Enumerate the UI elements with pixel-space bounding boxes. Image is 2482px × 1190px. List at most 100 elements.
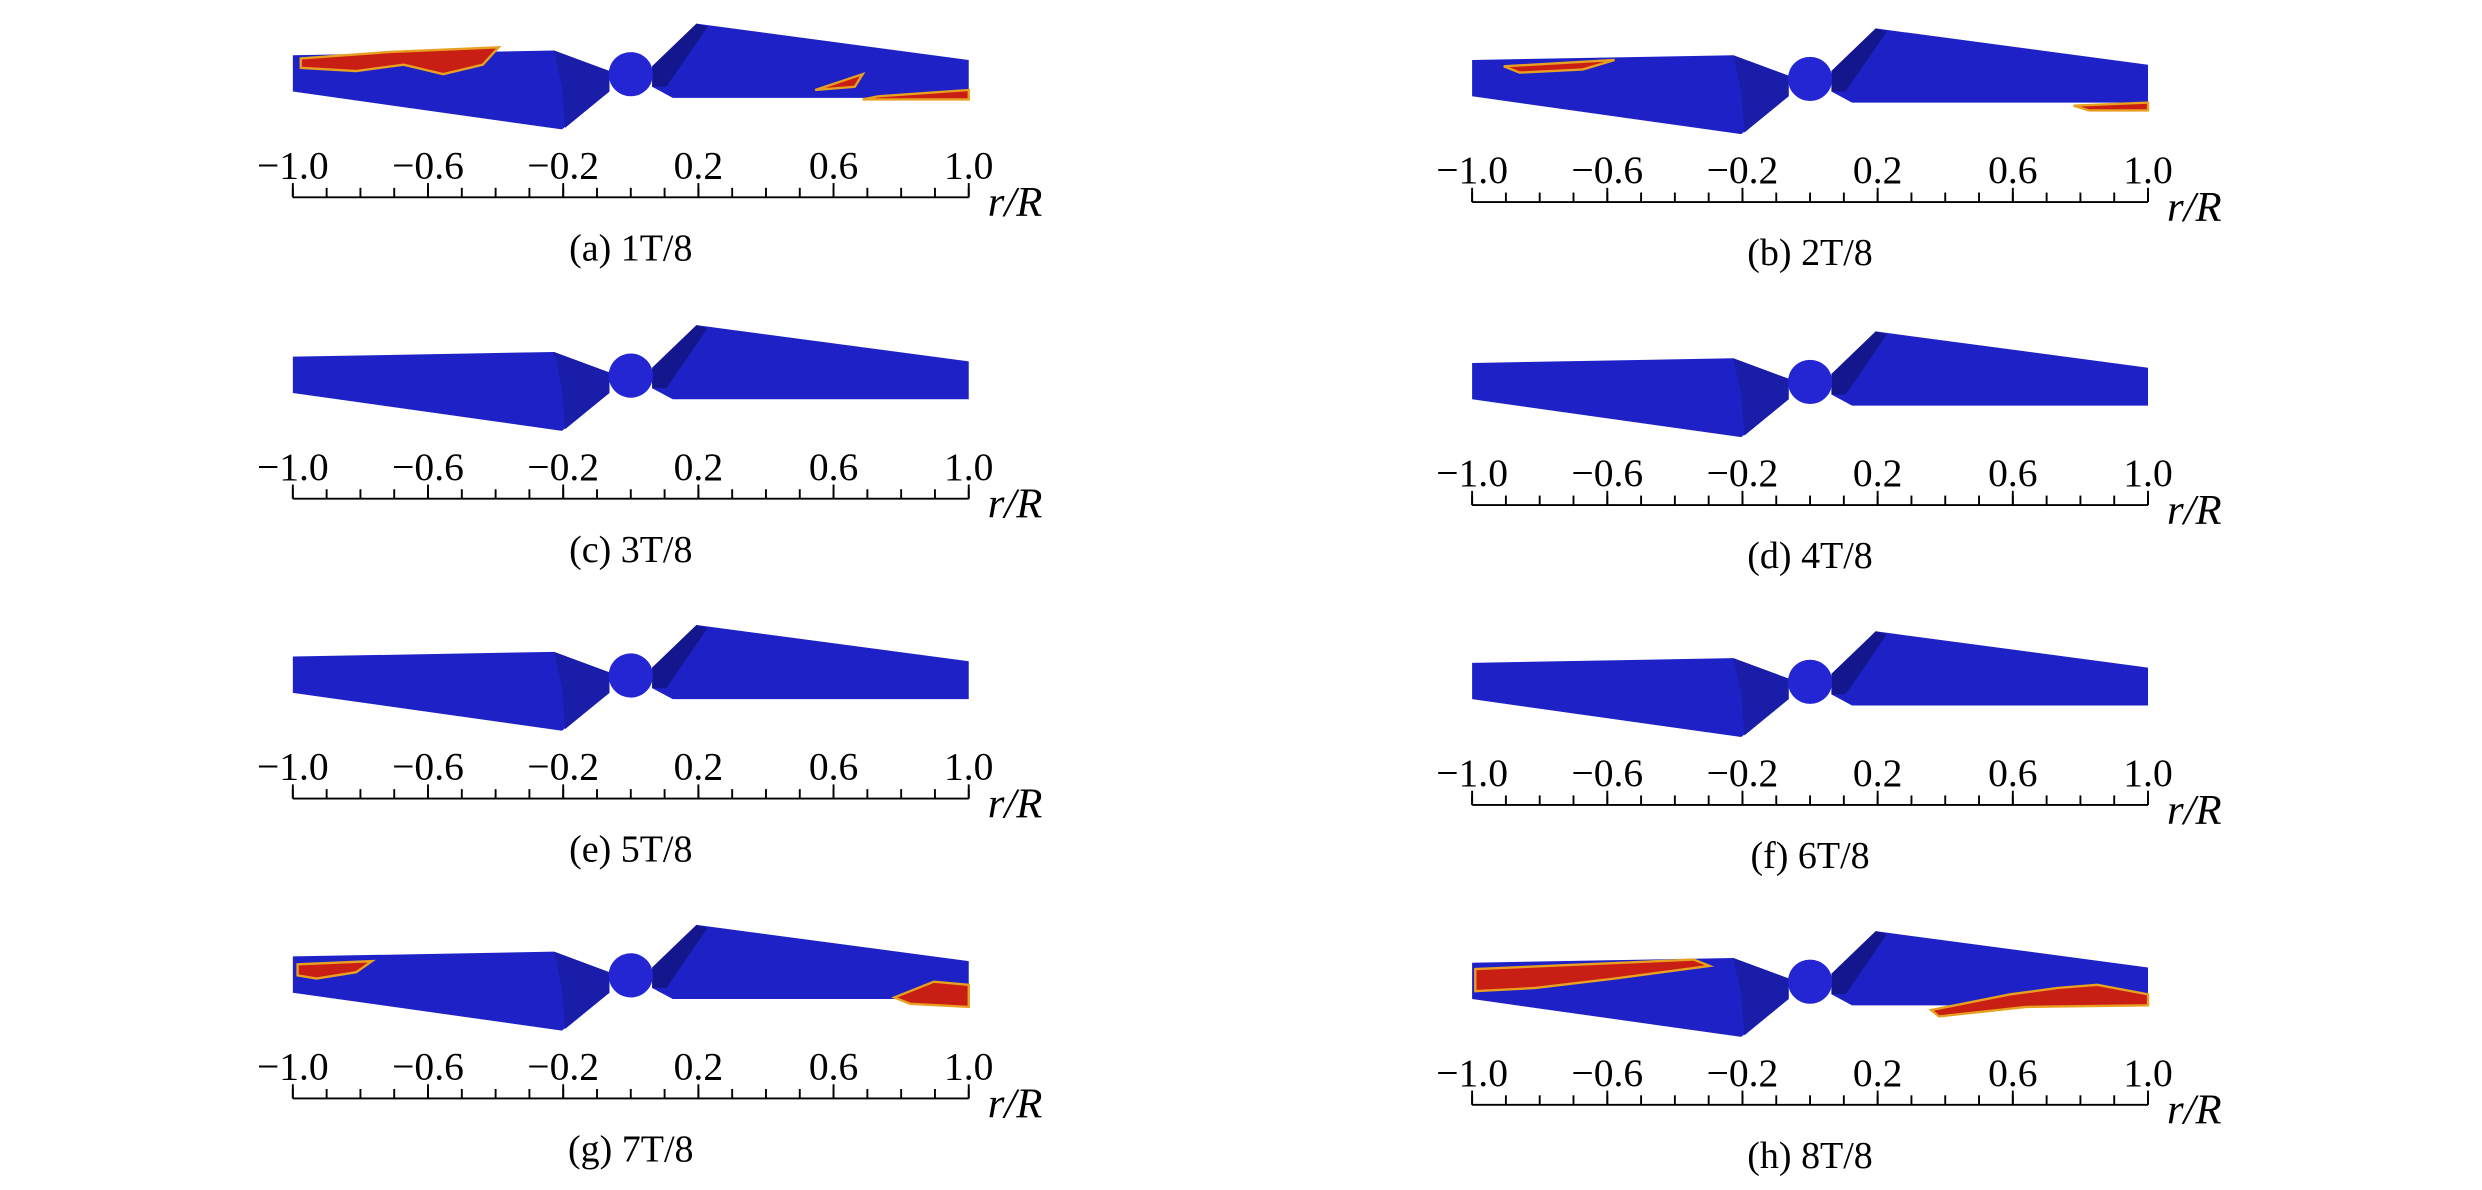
blade-right <box>652 325 969 400</box>
caption: (f) 6T/8 <box>1750 835 1869 877</box>
tick-label: −1.0 <box>1436 148 1508 192</box>
panel: −1.0 −0.6 −0.2 0.2 0.6 1.0r/R (f) 6T/8 <box>1436 631 2222 877</box>
tick-label: −1.0 <box>257 1045 329 1089</box>
blade-left <box>292 951 610 1031</box>
blade-shadow <box>1733 658 1789 736</box>
blade-left <box>292 50 610 130</box>
blade-right <box>652 924 969 1000</box>
axis-label: r/R <box>988 781 1043 828</box>
caption: (c) 3T/8 <box>569 529 692 571</box>
tick-label: 0.6 <box>1988 451 2037 495</box>
tick-label: −1.0 <box>257 445 329 489</box>
cavitation <box>296 959 376 980</box>
blade-shadow <box>1831 931 1887 995</box>
axis-label: r/R <box>2167 184 2222 231</box>
tick-label: 0.2 <box>674 445 723 489</box>
tick-label: −0.2 <box>1707 751 1779 795</box>
tick-label: 1.0 <box>944 445 993 489</box>
tick-label: 1.0 <box>2123 751 2172 795</box>
panel: −1.0 −0.6 −0.2 0.2 0.6 1.0r/R (a) 1T/8 <box>257 23 1043 269</box>
blade-shadow <box>554 50 610 128</box>
panel: −1.0 −0.6 −0.2 0.2 0.6 1.0r/R (e) 5T/8 <box>257 624 1043 871</box>
cavitation <box>891 980 970 1009</box>
panel: −1.0 −0.6 −0.2 0.2 0.6 1.0r/R (c) 3T/8 <box>257 325 1042 571</box>
tick-label: −0.2 <box>527 745 599 789</box>
blade-shadow <box>1831 28 1887 92</box>
blade-shadow <box>554 351 610 430</box>
tick-label: −1.0 <box>257 745 329 789</box>
tick-label: 0.6 <box>809 143 858 187</box>
tick-label: 1.0 <box>2123 451 2172 495</box>
cavitation <box>1474 958 1715 993</box>
blade-shadow <box>652 924 708 988</box>
tick-label: 1.0 <box>2123 148 2172 192</box>
blade-right <box>652 23 969 98</box>
blade-shadow <box>554 951 610 1030</box>
blade-right <box>1831 631 2149 706</box>
blade-right <box>1831 28 2149 103</box>
tick-label: 0.6 <box>809 745 858 789</box>
caption: (d) 4T/8 <box>1747 535 1873 577</box>
caption: (e) 5T/8 <box>569 829 692 871</box>
blade-shadow <box>1733 957 1789 1036</box>
tick-label: 1.0 <box>2123 1051 2172 1095</box>
blade-left <box>1472 658 1789 738</box>
caption: (a) 1T/8 <box>569 227 692 269</box>
hub <box>1787 56 1833 102</box>
tick-label: −1.0 <box>1436 451 1508 495</box>
tick-label: −0.6 <box>392 745 464 789</box>
panel: −1.0 −0.6 −0.2 0.2 0.6 1.0r/R (d) 4T/8 <box>1436 331 2222 577</box>
cavitation <box>1503 58 1615 74</box>
tick-label: −1.0 <box>1436 751 1508 795</box>
cavitation <box>1928 983 2150 1018</box>
tick-label: 0.2 <box>674 143 723 187</box>
tick-label: 0.2 <box>674 1045 723 1089</box>
tick-label: −0.6 <box>392 1045 464 1089</box>
tick-label: −0.2 <box>527 1045 599 1089</box>
caption: (g) 7T/8 <box>568 1129 694 1171</box>
tick-label: 0.2 <box>1853 148 1902 192</box>
tick-label: 0.6 <box>1988 1051 2037 1095</box>
blade-shadow <box>1733 55 1789 133</box>
axis-label: r/R <box>2167 787 2222 834</box>
blade-left <box>292 651 610 731</box>
tick-label: −0.2 <box>1707 451 1779 495</box>
tick-label: 0.2 <box>1853 451 1902 495</box>
tick-label: 1.0 <box>944 143 993 187</box>
tick-label: −1.0 <box>1436 1051 1508 1095</box>
tick-label: 0.6 <box>1988 751 2037 795</box>
hub <box>608 353 653 398</box>
axis-label: r/R <box>2167 487 2222 534</box>
blade-shadow <box>1831 631 1887 695</box>
tick-label: 0.6 <box>809 445 858 489</box>
axis-label: r/R <box>2167 1087 2222 1134</box>
tick-label: −0.2 <box>1707 1051 1779 1095</box>
hub <box>608 52 653 97</box>
caption: (b) 2T/8 <box>1747 232 1873 274</box>
tick-label: −0.6 <box>1571 451 1643 495</box>
axis-label: r/R <box>988 1080 1043 1127</box>
tick-label: −0.2 <box>1707 148 1779 192</box>
blade-shadow <box>554 651 610 730</box>
hub <box>1787 659 1833 704</box>
blade-shadow <box>1733 358 1789 436</box>
blade-shadow <box>1831 331 1887 395</box>
tick-label: −0.6 <box>392 445 464 489</box>
tick-label: 0.2 <box>1853 1051 1902 1095</box>
tick-label: −1.0 <box>257 143 329 187</box>
axis-label: r/R <box>988 179 1043 226</box>
tick-label: 0.6 <box>1988 148 2037 192</box>
cavitation <box>2073 101 2150 112</box>
tick-label: −0.6 <box>392 143 464 187</box>
tick-label: −0.6 <box>1571 751 1643 795</box>
cavitation <box>299 46 502 76</box>
tick-label: 1.0 <box>944 745 993 789</box>
blade-right <box>652 624 969 700</box>
panel: −1.0 −0.6 −0.2 0.2 0.6 1.0r/R (h) 8T/8 <box>1436 931 2222 1177</box>
tick-label: −0.2 <box>527 143 599 187</box>
hub <box>1787 359 1833 405</box>
caption: (h) 8T/8 <box>1747 1135 1873 1177</box>
blade-left <box>1472 358 1789 438</box>
